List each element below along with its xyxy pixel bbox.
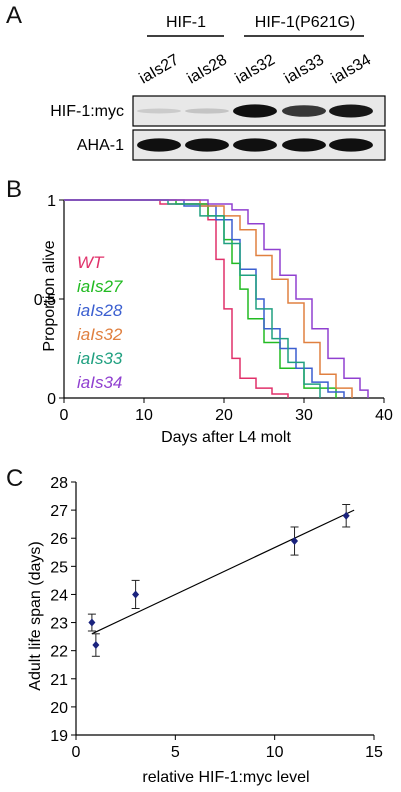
survival-curve bbox=[64, 199, 353, 398]
survival-x-tick-label: 0 bbox=[60, 407, 69, 424]
lane-labels: iaIs27 iaIs28 iaIs32 iaIs33 iaIs34 bbox=[137, 51, 375, 87]
survival-ylabel: Proportion alive bbox=[41, 240, 58, 351]
blot-panel: HIF-1 HIF-1(P621G) iaIs27 iaIs28 iaIs32 iaI… bbox=[50, 14, 386, 161]
legend-entry: iaIs28 bbox=[77, 301, 123, 320]
blot-band bbox=[137, 108, 181, 114]
survival-xlabel: Days after L4 molt bbox=[161, 429, 291, 446]
blot-band bbox=[233, 104, 277, 118]
scatter-xlabel: relative HIF-1:myc level bbox=[142, 769, 309, 786]
scatter-axes: 0 5 10 15 19 20 21 22 23 24 25 26 27 28 bbox=[50, 475, 383, 761]
scatter-y-tick-label: 19 bbox=[50, 728, 68, 745]
lifespan-chart: Adult life span (days) relative HIF-1:my… bbox=[27, 475, 383, 786]
data-point bbox=[290, 526, 299, 556]
scatter-y-tick-label: 22 bbox=[50, 644, 68, 661]
legend-entry: iaIs33 bbox=[77, 349, 123, 368]
scatter-y-tick-label: 26 bbox=[50, 531, 68, 548]
data-point bbox=[91, 633, 100, 657]
group1-label: HIF-1 bbox=[166, 14, 206, 31]
scatter-y-tick-label: 23 bbox=[50, 616, 68, 633]
survival-y-tick-label: 0 bbox=[47, 391, 56, 408]
survival-x-tick-label: 20 bbox=[215, 407, 233, 424]
panel-letter-c: C bbox=[6, 465, 24, 492]
blot-band bbox=[137, 138, 181, 152]
blot-band bbox=[185, 138, 229, 152]
data-point bbox=[87, 613, 96, 632]
blot-row-label: HIF-1:myc bbox=[50, 103, 124, 120]
blot-row-label: AHA-1 bbox=[77, 137, 124, 154]
fit-line bbox=[91, 509, 355, 635]
scatter-x-tick-label: 10 bbox=[266, 744, 284, 761]
blot-band bbox=[329, 138, 373, 152]
legend-entry: iaIs27 bbox=[77, 277, 123, 296]
group2-label: HIF-1(P621G) bbox=[255, 14, 355, 31]
scatter-ylabel: Adult life span (days) bbox=[27, 541, 44, 690]
survival-curve bbox=[64, 199, 369, 398]
scatter-x-tick-label: 0 bbox=[72, 744, 81, 761]
blot-rows: HIF-1:myc AHA-1 bbox=[50, 95, 386, 161]
data-point bbox=[342, 503, 351, 528]
survival-legend: WT iaIs27 iaIs28 iaIs32 iaIs33 iaIs34 bbox=[77, 253, 123, 392]
legend-entry: iaIs32 bbox=[77, 325, 123, 344]
scatter-x-tick-label: 15 bbox=[365, 744, 383, 761]
blot-header: HIF-1 HIF-1(P621G) bbox=[147, 14, 364, 37]
scatter-y-tick-label: 25 bbox=[50, 559, 68, 576]
point-marker bbox=[291, 537, 299, 546]
legend-entry: iaIs34 bbox=[77, 373, 122, 392]
survival-series bbox=[64, 199, 369, 398]
panel-letter-b: B bbox=[6, 176, 23, 203]
survival-axes: 0 10 20 30 40 0 0.5 1 bbox=[34, 193, 393, 424]
point-marker bbox=[132, 590, 140, 599]
panel-letter-a: A bbox=[6, 2, 23, 29]
lane-label: iaIs28 bbox=[185, 51, 231, 87]
scatter-y-tick-label: 24 bbox=[50, 587, 68, 604]
scatter-y-tick-label: 21 bbox=[50, 672, 68, 689]
survival-curve bbox=[64, 199, 337, 398]
data-point bbox=[131, 579, 140, 609]
survival-curve bbox=[64, 199, 321, 398]
scatter-y-tick-label: 20 bbox=[50, 700, 68, 717]
blot-row: HIF-1:myc bbox=[50, 95, 386, 127]
point-marker bbox=[342, 511, 350, 520]
survival-y-tick-label: 0.5 bbox=[34, 292, 56, 309]
survival-x-tick-label: 10 bbox=[135, 407, 153, 424]
lane-label: iaIs27 bbox=[137, 51, 183, 87]
blot-row: AHA-1 bbox=[77, 129, 386, 161]
lane-label: iaIs33 bbox=[282, 51, 328, 87]
legend-entry: WT bbox=[77, 253, 105, 272]
blot-band bbox=[233, 138, 277, 152]
scatter-points bbox=[87, 503, 351, 657]
blot-band bbox=[329, 104, 373, 118]
survival-x-tick-label: 30 bbox=[295, 407, 313, 424]
lane-label: iaIs32 bbox=[233, 51, 279, 87]
blot-band bbox=[185, 108, 229, 114]
blot-band bbox=[282, 105, 326, 117]
lane-label: iaIs34 bbox=[329, 51, 375, 87]
point-marker bbox=[92, 641, 100, 650]
scatter-y-tick-label: 28 bbox=[50, 475, 68, 492]
scatter-x-tick-label: 5 bbox=[171, 744, 180, 761]
scatter-y-tick-label: 27 bbox=[50, 503, 68, 520]
point-marker bbox=[88, 618, 96, 627]
blot-band bbox=[282, 138, 326, 152]
survival-chart: Proportion alive Days after L4 molt 0 10 2… bbox=[34, 193, 393, 446]
survival-x-tick-label: 40 bbox=[375, 407, 393, 424]
survival-y-tick-label: 1 bbox=[47, 193, 56, 210]
